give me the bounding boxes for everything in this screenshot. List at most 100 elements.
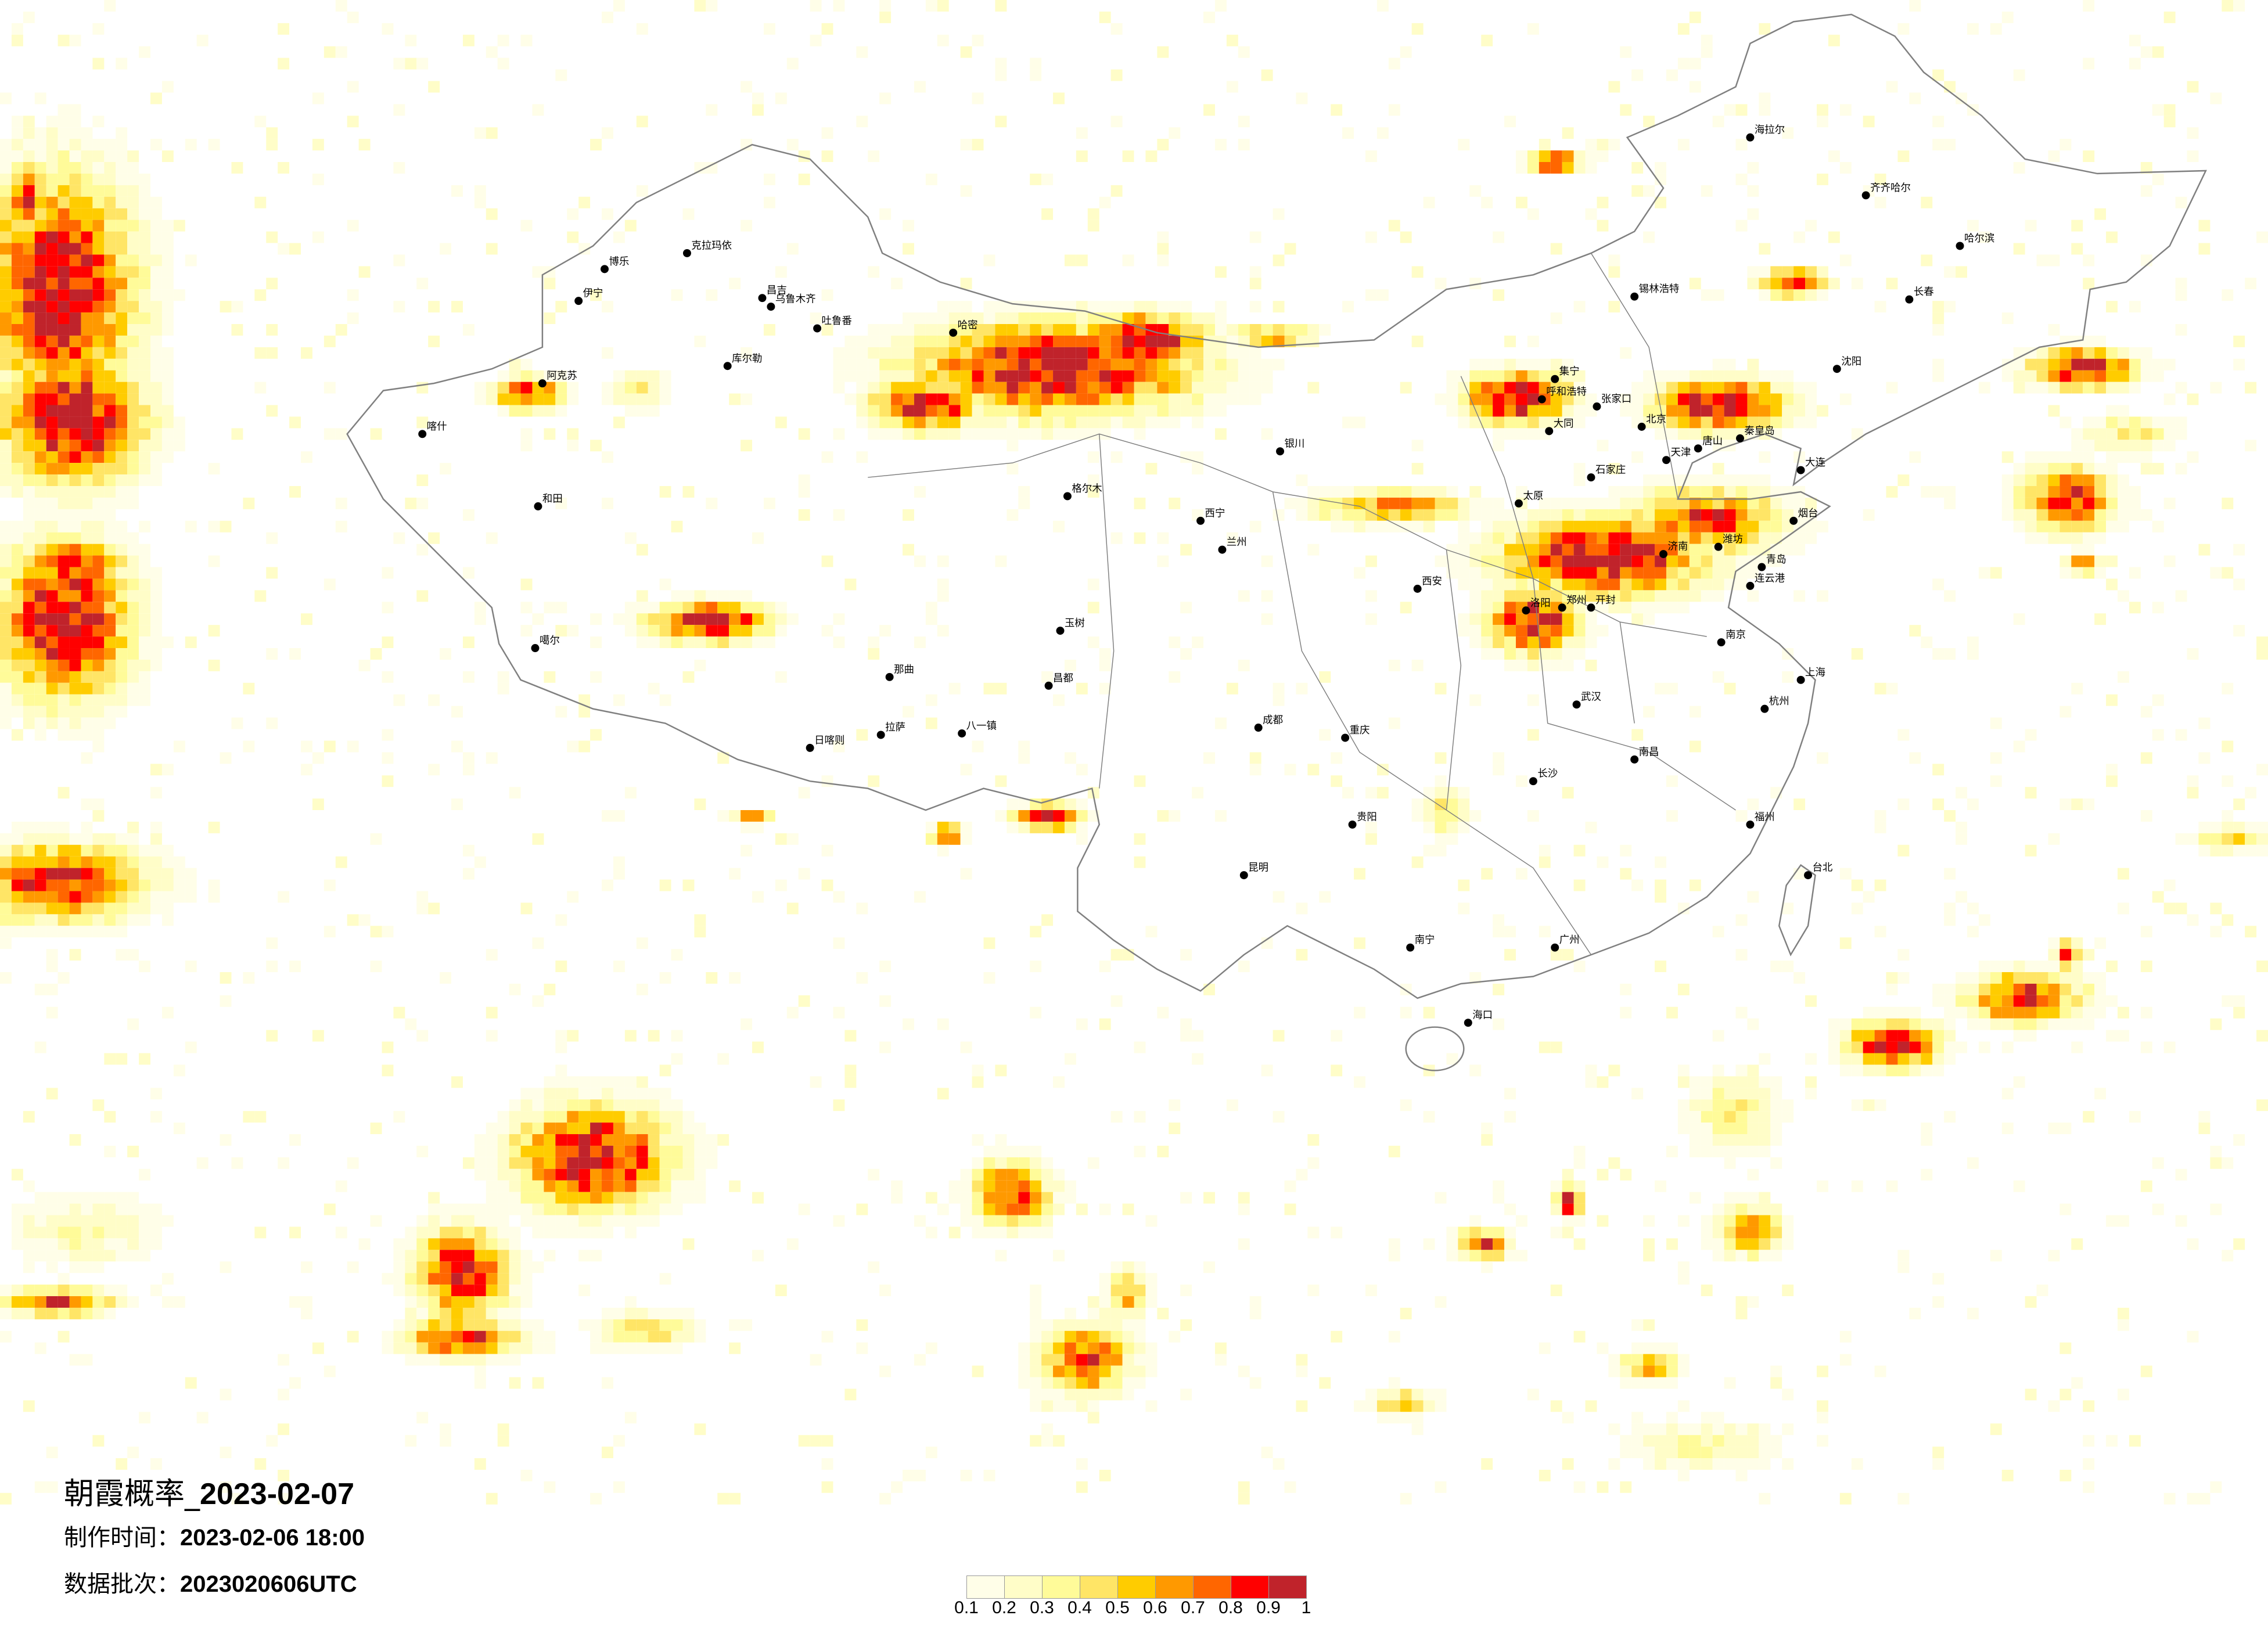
probability-cell xyxy=(1226,382,1238,394)
probability-cell xyxy=(1122,347,1134,359)
probability-cell xyxy=(544,1123,556,1135)
probability-cell xyxy=(34,926,46,938)
probability-cell xyxy=(1481,370,1493,382)
probability-cell xyxy=(2083,995,2095,1007)
probability-cell xyxy=(1018,821,1030,833)
probability-cell xyxy=(1515,567,1527,579)
probability-cell xyxy=(1539,520,1551,533)
probability-cell xyxy=(1099,1319,1111,1331)
probability-cell xyxy=(1214,301,1227,313)
probability-cell xyxy=(1203,983,1215,995)
probability-cell xyxy=(116,544,128,556)
probability-cell xyxy=(1030,335,1042,347)
probability-cell xyxy=(173,1123,185,1135)
probability-cell xyxy=(1307,335,1320,347)
probability-cell xyxy=(1469,1064,1482,1077)
probability-cell xyxy=(2140,451,2152,463)
probability-cell xyxy=(440,463,452,475)
probability-cell xyxy=(104,613,116,625)
probability-cell xyxy=(1562,358,1574,370)
probability-cell xyxy=(2001,451,2014,463)
probability-grid xyxy=(0,0,2268,1505)
probability-cell xyxy=(2094,440,2107,452)
probability-cell xyxy=(11,636,23,649)
probability-cell xyxy=(46,139,58,151)
probability-cell xyxy=(1030,1157,1042,1169)
probability-cell xyxy=(1770,1099,1782,1111)
probability-cell xyxy=(1828,231,1840,243)
probability-cell xyxy=(1724,567,1736,579)
probability-cell xyxy=(46,243,58,255)
probability-cell xyxy=(624,532,637,544)
probability-cell xyxy=(948,335,961,347)
probability-cell xyxy=(1874,926,1886,938)
probability-cell xyxy=(1249,266,1261,278)
probability-cell xyxy=(694,636,706,649)
probability-cell xyxy=(948,347,961,359)
probability-cell xyxy=(1897,1018,1910,1030)
probability-cell xyxy=(1053,405,1065,417)
city-dot xyxy=(758,294,767,303)
probability-cell xyxy=(440,1435,452,1447)
probability-cell xyxy=(416,1412,429,1424)
probability-cell xyxy=(1099,405,1111,417)
probability-cell xyxy=(2059,358,2072,370)
probability-cell xyxy=(0,682,12,695)
probability-cell xyxy=(798,995,810,1007)
probability-cell xyxy=(1956,787,1967,799)
probability-cell xyxy=(127,185,139,197)
probability-cell xyxy=(1261,324,1273,336)
probability-cell xyxy=(416,1330,429,1343)
probability-cell xyxy=(1573,625,1586,637)
probability-cell xyxy=(1446,821,1458,833)
probability-cell xyxy=(150,625,162,637)
probability-cell xyxy=(2025,995,2037,1007)
probability-cell xyxy=(1249,520,1261,533)
probability-cell xyxy=(1759,104,1771,116)
probability-cell xyxy=(2013,497,2025,509)
probability-cell xyxy=(0,347,12,359)
probability-cell xyxy=(775,613,787,625)
probability-cell xyxy=(1562,127,1574,139)
probability-cell xyxy=(1481,1123,1493,1135)
probability-cell xyxy=(1759,1250,1771,1262)
probability-cell xyxy=(1539,567,1551,579)
probability-cell xyxy=(1087,1296,1099,1308)
probability-cell xyxy=(81,602,93,614)
probability-cell xyxy=(2140,706,2152,718)
probability-cell xyxy=(46,185,58,197)
probability-cell xyxy=(844,1030,857,1042)
probability-cell xyxy=(1597,220,1609,232)
probability-cell xyxy=(382,926,394,938)
probability-cell xyxy=(1122,254,1134,267)
probability-cell xyxy=(1770,1088,1782,1100)
probability-cell xyxy=(567,1215,579,1227)
probability-cell xyxy=(1631,1354,1644,1366)
probability-cell xyxy=(2210,92,2222,105)
city-label: 兰州 xyxy=(1227,537,1247,548)
probability-cell xyxy=(914,428,926,440)
probability-cell xyxy=(127,405,139,417)
probability-cell xyxy=(2001,509,2014,521)
probability-cell xyxy=(266,324,278,336)
probability-cell xyxy=(196,1412,209,1424)
probability-cell xyxy=(2210,567,2222,579)
probability-cell xyxy=(161,370,174,382)
probability-cell xyxy=(1655,1365,1666,1377)
probability-cell xyxy=(2013,740,2025,753)
probability-cell xyxy=(1539,497,1551,509)
probability-cell xyxy=(1689,740,1701,753)
probability-cell xyxy=(1747,208,1759,220)
probability-cell xyxy=(1666,682,1678,695)
probability-cell xyxy=(833,937,845,949)
probability-cell xyxy=(1759,1145,1771,1157)
probability-cell xyxy=(1423,1400,1435,1412)
probability-cell xyxy=(1770,266,1782,278)
probability-cell xyxy=(335,497,347,509)
probability-cell xyxy=(254,590,267,602)
probability-cell xyxy=(590,671,602,683)
probability-cell xyxy=(486,1342,498,1354)
probability-cell xyxy=(2036,1018,2048,1030)
probability-cell xyxy=(1747,1076,1759,1088)
probability-cell xyxy=(741,1319,753,1331)
